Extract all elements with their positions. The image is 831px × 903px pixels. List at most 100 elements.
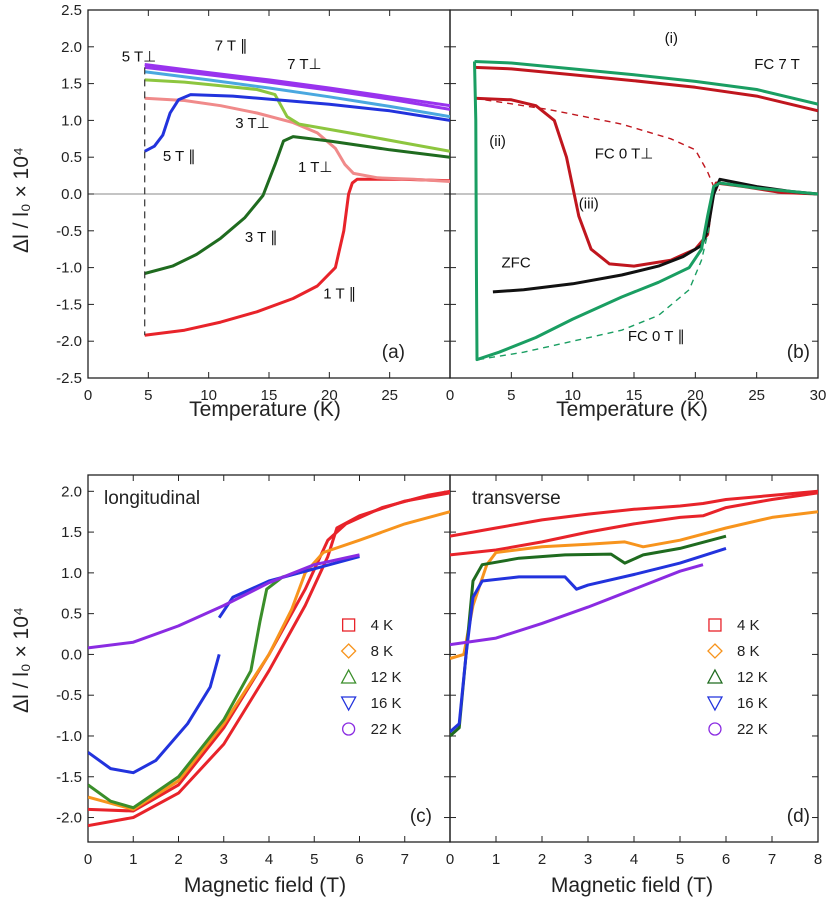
x-tick-label: 3 — [584, 851, 592, 868]
annotation-label: FC 0 T ∥ — [628, 328, 685, 345]
y-tick-label: -2.0 — [56, 333, 82, 350]
xlabel-bottom-left: Magnetic field (T) — [184, 874, 346, 897]
series-line — [144, 93, 450, 153]
series-line — [450, 489, 818, 538]
legend-label: 8 K — [371, 643, 394, 660]
x-tick-label: 1 — [129, 851, 137, 868]
y-tick-label: 0.5 — [61, 149, 82, 166]
series-line — [88, 567, 315, 810]
panel-label-a: (a) — [382, 342, 405, 363]
x-tick-label: 8 — [814, 851, 822, 868]
series-line — [88, 553, 360, 650]
x-tick-label: 7 — [401, 851, 409, 868]
legend-label: 8 K — [737, 643, 760, 660]
y-tick-label: 2.0 — [61, 39, 82, 56]
panel-label-d: (d) — [787, 806, 810, 827]
series-line — [88, 510, 450, 811]
legend-label: 22 K — [371, 721, 402, 738]
panel-label-b: (b) — [787, 342, 810, 363]
series-line — [474, 97, 721, 191]
x-tick-label: 7 — [768, 851, 776, 868]
x-tick-label: 25 — [381, 387, 398, 404]
series-group — [88, 489, 450, 828]
title-longitudinal: longitudinal — [104, 488, 200, 509]
annotation-label: (ii) — [489, 133, 506, 150]
panel-2: 0 1 2 3 4 5 6 7 -2.0 -1.5 -1.0 -0.5 0.0 0.5 1.0 1.5 2.0 4… — [56, 475, 450, 868]
annotation-label: (i) — [665, 30, 678, 47]
series-group — [144, 63, 450, 337]
legend-marker-diamond — [707, 643, 723, 659]
y-tick-label: 0.5 — [61, 606, 82, 623]
annotation-label: 3 T⊥ — [235, 115, 269, 132]
series-line — [473, 61, 818, 362]
series-line — [450, 563, 704, 647]
y-tick-label: 0.0 — [61, 646, 82, 663]
panel-1: 0 5 10 15 20 25 30 (i) FC 7 T (ii) FC 0 T⊥ (iii) ZFC… — [446, 9, 826, 404]
y-tick-label: 1.0 — [61, 112, 82, 129]
x-tick-label: 5 — [507, 387, 515, 404]
x-tick-label: 0 — [84, 387, 92, 404]
series-line — [450, 491, 818, 557]
panel-frame — [87, 474, 451, 843]
x-tick-label: 15 — [261, 387, 278, 404]
x-tick-label: 5 — [144, 387, 152, 404]
annotation-label: 5 T ∥ — [163, 148, 196, 165]
legend-label: 12 K — [371, 669, 402, 686]
series-line — [144, 177, 450, 337]
series-line — [474, 60, 818, 106]
series-line — [144, 135, 450, 275]
legend-marker-triangle-up — [340, 668, 357, 684]
xlabel-bottom-right: Magnetic field (T) — [551, 874, 713, 897]
series-group — [473, 60, 818, 362]
y-tick-label: -1.0 — [56, 260, 82, 277]
x-tick-label: 2 — [174, 851, 182, 868]
series-line — [450, 546, 727, 734]
annotation-label: 1 T⊥ — [298, 159, 332, 176]
series-group — [450, 489, 818, 738]
annotation-label: FC 0 T⊥ — [595, 146, 654, 163]
series-line — [144, 63, 450, 108]
legend-label: 16 K — [371, 695, 402, 712]
series-line — [88, 654, 221, 775]
annotation-label: 3 T ∥ — [245, 229, 278, 246]
panel-0: 0 5 10 15 20 25 -2.5 -2.0 -1.5 -1.0 -0.5 0.0 0.5 1.0 1… — [56, 2, 450, 404]
legend-label: 12 K — [737, 669, 768, 686]
x-tick-label: 4 — [630, 851, 638, 868]
annotation-label: 7 T ∥ — [215, 37, 248, 54]
x-tick-label: 10 — [564, 387, 581, 404]
x-tick-label: 6 — [722, 851, 730, 868]
series-line — [474, 96, 818, 268]
y-tick-label: -2.0 — [56, 810, 82, 827]
legend-marker-triangle-up — [706, 668, 724, 684]
panel-frame — [449, 474, 819, 843]
y-tick-label: 2.0 — [61, 483, 82, 500]
y-tick-label: -2.5 — [56, 370, 82, 387]
x-tick-label: 1 — [492, 851, 500, 868]
x-tick-label: 6 — [355, 851, 363, 868]
series-line — [478, 223, 711, 361]
annotation-label: 5 T⊥ — [122, 49, 156, 66]
series-line — [450, 534, 727, 738]
series-line — [474, 65, 818, 113]
x-tick-label: 20 — [687, 387, 704, 404]
series-line — [88, 491, 450, 828]
y-tick-label: -1.0 — [56, 728, 82, 745]
x-tick-label: 3 — [220, 851, 228, 868]
legend-marker-square — [341, 618, 356, 632]
series-line — [217, 555, 360, 619]
y-tick-label: -1.5 — [56, 296, 82, 313]
y-tick-label: -0.5 — [56, 687, 82, 704]
legend-label: 4 K — [737, 617, 760, 634]
panel-3: 0 1 2 3 4 5 6 7 8 4 K 8 K 12 K 16 K 22 K — [446, 475, 822, 868]
annotation-label: (iii) — [579, 196, 599, 213]
y-tick-label: 1.0 — [61, 565, 82, 582]
x-tick-label: 0 — [446, 851, 454, 868]
legend-marker-circle — [708, 722, 722, 736]
y-tick-label: 0.0 — [61, 186, 82, 203]
y-tick-label: -0.5 — [56, 223, 82, 240]
x-tick-label: 4 — [265, 851, 273, 868]
x-tick-label: 5 — [676, 851, 684, 868]
legend-marker-square — [708, 618, 722, 632]
series-line — [144, 70, 450, 119]
xlabel-top-left: Temperature (K) — [189, 398, 341, 421]
